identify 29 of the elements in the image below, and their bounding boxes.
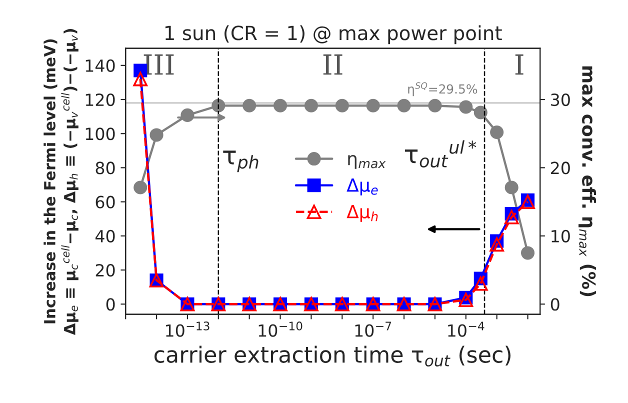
y-tick-label: 80 xyxy=(96,162,115,174)
y-tick-label: 140 xyxy=(86,59,115,72)
annotation: II xyxy=(323,54,342,75)
x-axis-title: carrier extraction time τ$_{out}$ (sec) xyxy=(154,346,510,366)
x-tick-label: 10$^{−10}$ xyxy=(258,322,302,337)
legend-label: Δμ$_{h}$ xyxy=(346,204,378,222)
ref-line-label: η$^{SQ}$=29.5% xyxy=(408,82,478,96)
annotation: III xyxy=(144,54,174,75)
annotation: I xyxy=(515,54,524,75)
legend-label: η$_{max}$ xyxy=(348,154,386,169)
y2-tick-label: 10 xyxy=(552,230,570,242)
ref-line-label: τ$_{out}$$^{ul*}$ xyxy=(404,140,476,168)
y2-axis-title: max conv. eff. η$_{max}$ (%) xyxy=(578,66,596,296)
y2-tick-label: 0 xyxy=(550,298,560,311)
y-tick-label: 60 xyxy=(96,196,115,208)
y-tick-label: 40 xyxy=(95,230,115,242)
x-tick-label: 10$^{−4}$ xyxy=(448,322,484,337)
x-tick-label: 10$^{−7}$ xyxy=(355,322,392,337)
y2-tick-label: 20 xyxy=(551,162,570,174)
chart-title: 1 sun (CR = 1) @ max power point xyxy=(165,25,502,44)
x-tick-label: 10$^{−13}$ xyxy=(166,322,210,337)
y-tick-label: 20 xyxy=(96,264,115,277)
y-tick-label: 0 xyxy=(106,298,115,311)
text: Increase in the Fermi level (meV) Δμ$_{e}$ ≡ μ$_{c}$$^{cell}$−μ$_{c}$, Δμ$_{h}$ ≡ (−μ$_{v}$$^{cell}$)−(−μ$_{v}$) xyxy=(44,29,78,335)
y2-tick-label: 30 xyxy=(551,93,570,106)
ref-line-label: τ$_{ph}$ xyxy=(223,150,258,172)
y-tick-label: 100 xyxy=(86,128,115,140)
legend-label: Δμ$_{e}$ xyxy=(346,178,378,196)
y-tick-label: 120 xyxy=(86,93,115,106)
